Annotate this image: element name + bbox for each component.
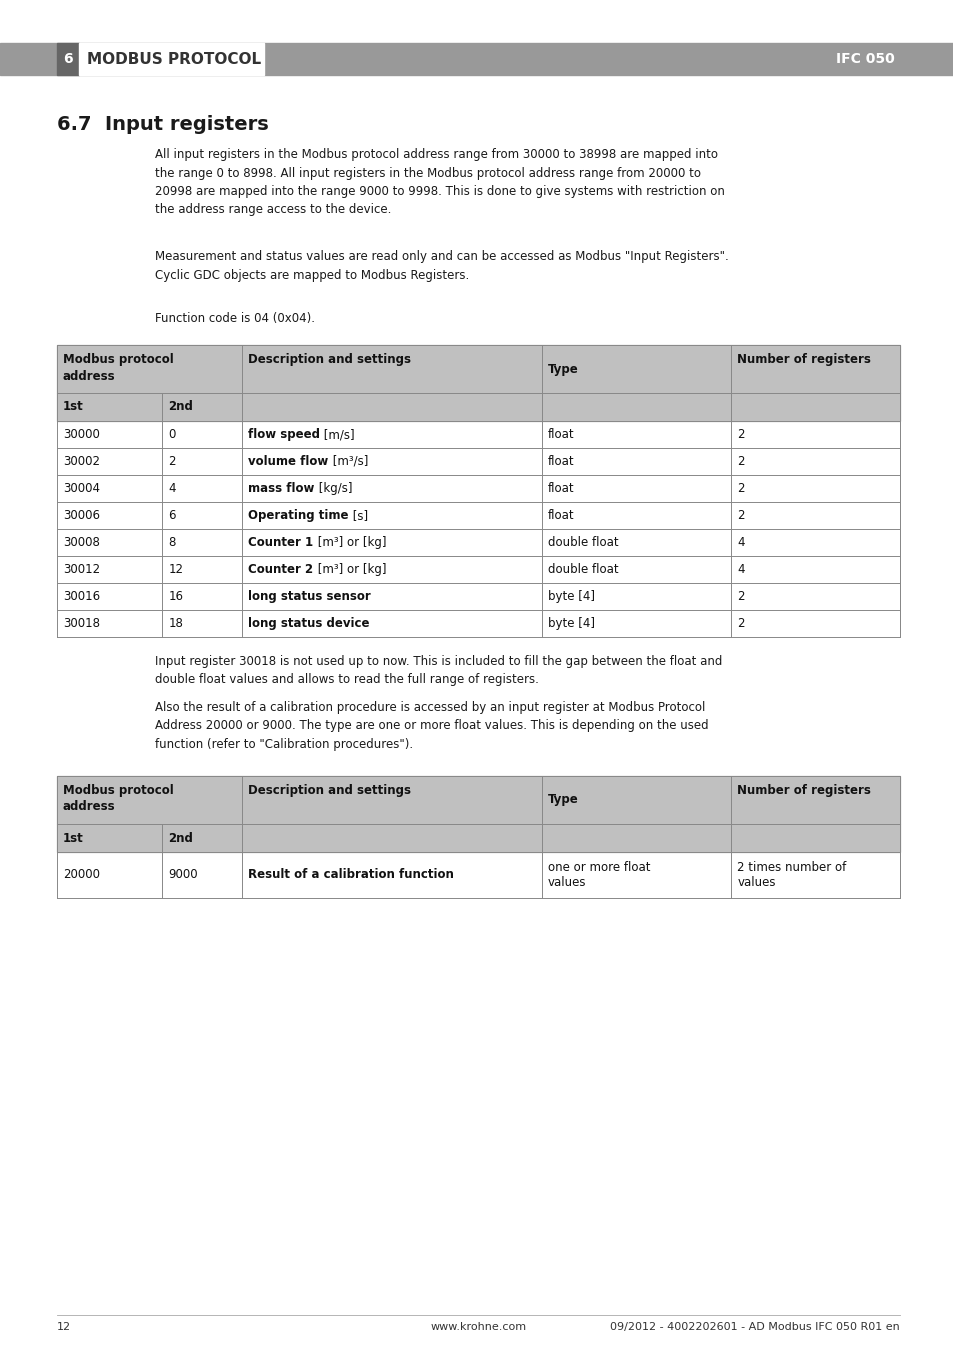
Bar bbox=[57, 852, 899, 898]
Text: 2nd: 2nd bbox=[168, 400, 193, 413]
Text: Description and settings: Description and settings bbox=[248, 784, 411, 797]
Text: 2: 2 bbox=[737, 509, 744, 521]
Text: 8: 8 bbox=[168, 536, 175, 549]
Text: [m³] or [kg]: [m³] or [kg] bbox=[314, 563, 386, 576]
Text: [m³/s]: [m³/s] bbox=[329, 455, 368, 467]
Text: double float: double float bbox=[547, 536, 618, 549]
Text: 30012: 30012 bbox=[63, 563, 100, 576]
Text: 2: 2 bbox=[737, 617, 744, 630]
Text: [s]: [s] bbox=[349, 509, 368, 521]
Bar bbox=[57, 422, 899, 449]
Text: 16: 16 bbox=[168, 590, 183, 603]
Bar bbox=[57, 557, 899, 584]
Text: 20000: 20000 bbox=[63, 869, 100, 881]
Text: 9000: 9000 bbox=[168, 869, 198, 881]
Text: 4: 4 bbox=[737, 536, 744, 549]
Text: 6.7  Input registers: 6.7 Input registers bbox=[57, 115, 269, 134]
Text: Counter 2: Counter 2 bbox=[248, 563, 314, 576]
Text: 30006: 30006 bbox=[63, 509, 100, 521]
Text: 2nd: 2nd bbox=[168, 831, 193, 844]
Text: long status device: long status device bbox=[248, 617, 370, 630]
Text: Input register 30018 is not used up to now. This is included to fill the gap bet: Input register 30018 is not used up to n… bbox=[154, 655, 721, 686]
Text: mass flow: mass flow bbox=[248, 482, 314, 494]
Text: 6: 6 bbox=[168, 509, 175, 521]
Bar bbox=[57, 584, 899, 611]
Text: Type: Type bbox=[547, 793, 578, 807]
Text: 18: 18 bbox=[168, 617, 183, 630]
Text: 12: 12 bbox=[57, 1323, 71, 1332]
Text: 1st: 1st bbox=[63, 831, 84, 844]
Text: Function code is 04 (0x04).: Function code is 04 (0x04). bbox=[154, 312, 314, 326]
Text: Counter 1: Counter 1 bbox=[248, 536, 314, 549]
Bar bbox=[57, 43, 79, 76]
Text: 2: 2 bbox=[737, 455, 744, 467]
Text: 2: 2 bbox=[737, 482, 744, 494]
Bar bbox=[57, 824, 899, 852]
Text: Measurement and status values are read only and can be accessed as Modbus "Input: Measurement and status values are read o… bbox=[154, 250, 728, 281]
Text: 12: 12 bbox=[168, 563, 183, 576]
Text: 2 times number of
values: 2 times number of values bbox=[737, 861, 845, 889]
Text: Modbus protocol
address: Modbus protocol address bbox=[63, 784, 173, 813]
Text: byte [4]: byte [4] bbox=[547, 617, 594, 630]
Text: flow speed: flow speed bbox=[248, 428, 320, 440]
Text: float: float bbox=[547, 509, 574, 521]
Text: 30018: 30018 bbox=[63, 617, 100, 630]
Text: www.krohne.com: www.krohne.com bbox=[430, 1323, 526, 1332]
Text: one or more float
values: one or more float values bbox=[547, 861, 650, 889]
Text: 2: 2 bbox=[737, 428, 744, 440]
Text: IFC 050: IFC 050 bbox=[836, 51, 894, 66]
Bar bbox=[57, 476, 899, 503]
Text: Type: Type bbox=[547, 362, 578, 376]
Text: [m/s]: [m/s] bbox=[320, 428, 355, 440]
Text: float: float bbox=[547, 482, 574, 494]
Bar bbox=[57, 449, 899, 476]
Text: long status sensor: long status sensor bbox=[248, 590, 371, 603]
Bar bbox=[79, 43, 264, 76]
Text: [kg/s]: [kg/s] bbox=[314, 482, 352, 494]
Text: 2: 2 bbox=[168, 455, 175, 467]
Text: 6: 6 bbox=[63, 51, 72, 66]
Text: Also the result of a calibration procedure is accessed by an input register at M: Also the result of a calibration procedu… bbox=[154, 701, 708, 751]
Text: 09/2012 - 4002202601 - AD Modbus IFC 050 R01 en: 09/2012 - 4002202601 - AD Modbus IFC 050… bbox=[610, 1323, 899, 1332]
Text: Operating time: Operating time bbox=[248, 509, 349, 521]
Text: float: float bbox=[547, 428, 574, 440]
Text: Description and settings: Description and settings bbox=[248, 353, 411, 366]
Text: 4: 4 bbox=[737, 563, 744, 576]
Text: Number of registers: Number of registers bbox=[737, 353, 870, 366]
Bar bbox=[57, 611, 899, 638]
Text: 30002: 30002 bbox=[63, 455, 100, 467]
Text: 30008: 30008 bbox=[63, 536, 100, 549]
Bar bbox=[0, 43, 953, 76]
Text: Result of a calibration function: Result of a calibration function bbox=[248, 869, 454, 881]
Text: byte [4]: byte [4] bbox=[547, 590, 594, 603]
Text: 4: 4 bbox=[168, 482, 175, 494]
Text: Number of registers: Number of registers bbox=[737, 784, 870, 797]
Text: 30000: 30000 bbox=[63, 428, 100, 440]
Bar bbox=[57, 345, 899, 393]
Text: volume flow: volume flow bbox=[248, 455, 329, 467]
Text: 1st: 1st bbox=[63, 400, 84, 413]
Text: [m³] or [kg]: [m³] or [kg] bbox=[314, 536, 386, 549]
Text: double float: double float bbox=[547, 563, 618, 576]
Text: 30004: 30004 bbox=[63, 482, 100, 494]
Text: float: float bbox=[547, 455, 574, 467]
Text: 30016: 30016 bbox=[63, 590, 100, 603]
Text: 2: 2 bbox=[737, 590, 744, 603]
Bar bbox=[57, 393, 899, 422]
Text: 0: 0 bbox=[168, 428, 175, 440]
Bar bbox=[57, 503, 899, 530]
Bar bbox=[57, 775, 899, 824]
Bar bbox=[57, 530, 899, 557]
Text: All input registers in the Modbus protocol address range from 30000 to 38998 are: All input registers in the Modbus protoc… bbox=[154, 149, 724, 216]
Text: MODBUS PROTOCOL: MODBUS PROTOCOL bbox=[87, 51, 261, 66]
Text: Modbus protocol
address: Modbus protocol address bbox=[63, 353, 173, 382]
